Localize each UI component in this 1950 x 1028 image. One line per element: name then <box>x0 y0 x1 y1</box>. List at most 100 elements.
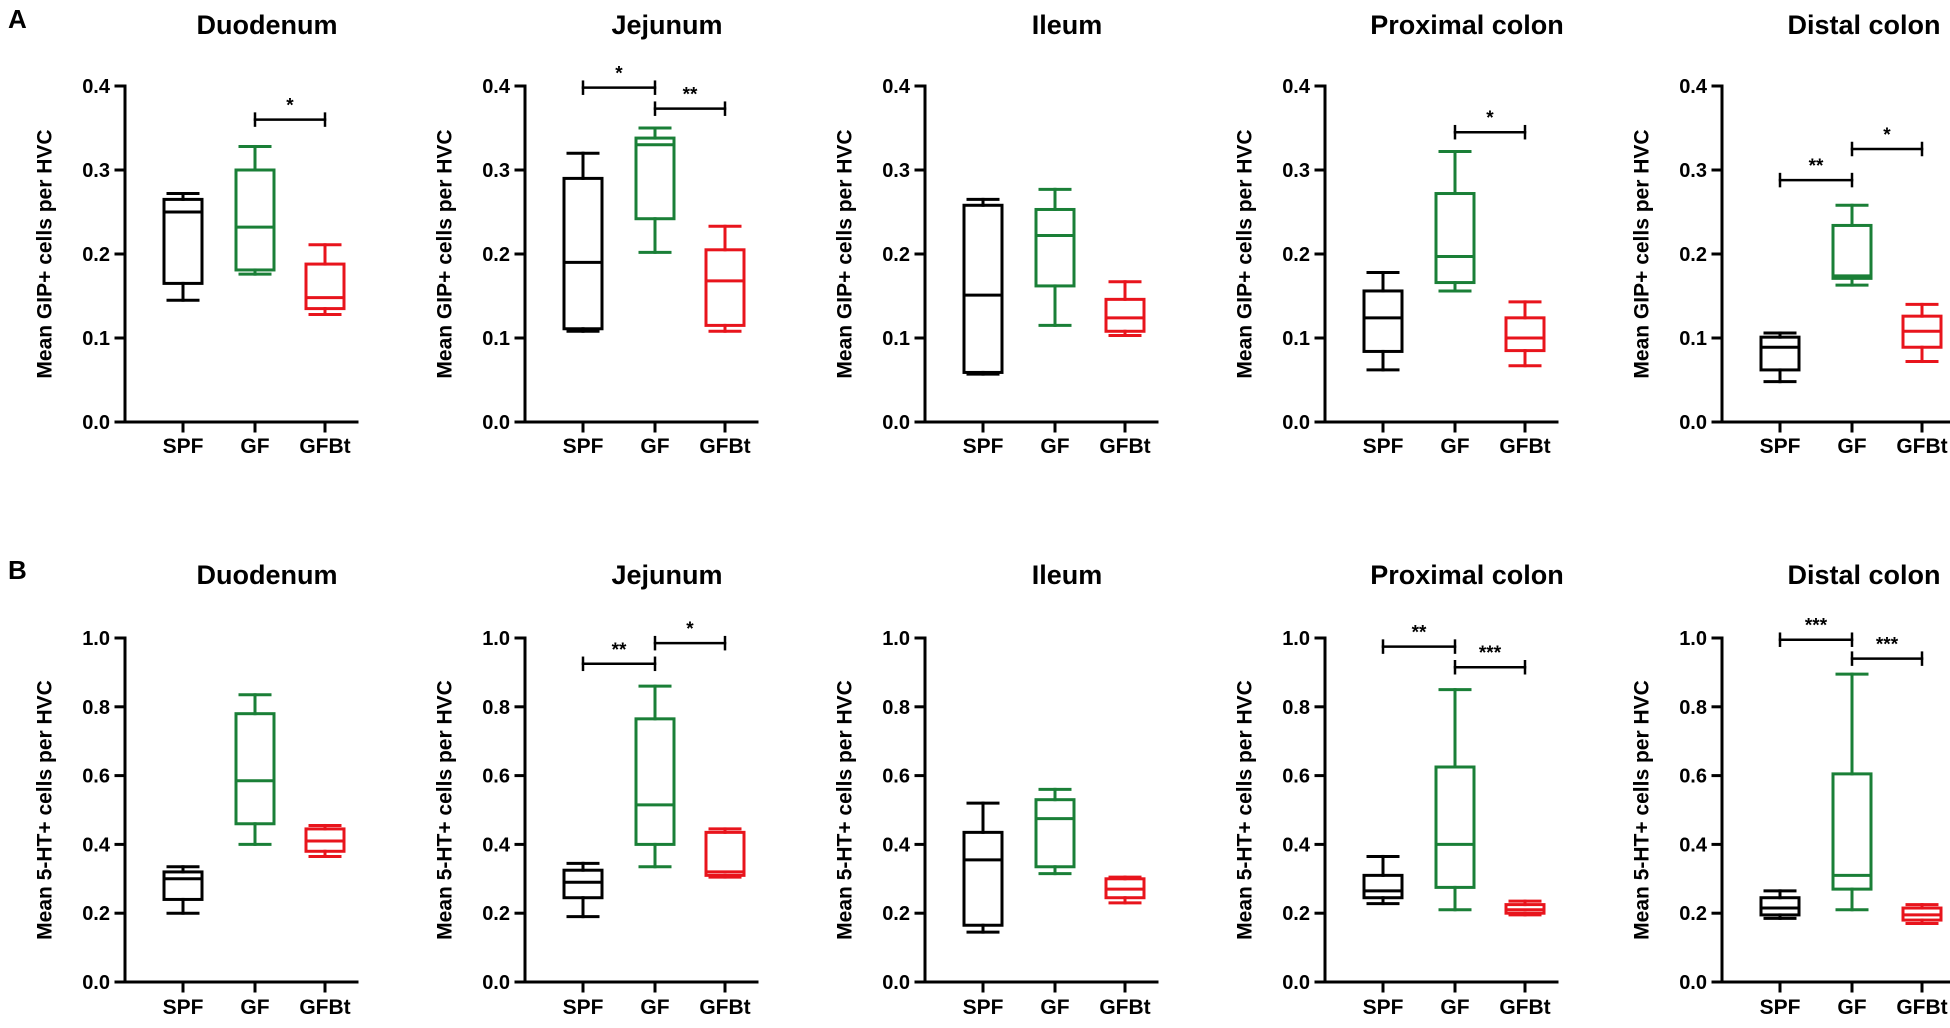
y-axis-label: Mean GIP+ cells per HVC <box>1234 129 1257 378</box>
y-tick-label: 0.3 <box>1282 160 1310 182</box>
y-tick-label: 0.4 <box>882 834 911 856</box>
box-gf <box>634 684 676 869</box>
x-category-label: GFBt <box>299 996 350 1019</box>
y-axis-label: Mean GIP+ cells per HVC <box>434 129 457 378</box>
y-tick-label: 0.0 <box>1679 972 1707 994</box>
y-tick-label: 0.2 <box>882 903 910 925</box>
box-gf <box>1434 150 1476 293</box>
box-spf <box>1362 854 1404 906</box>
x-category-label: GFBt <box>699 996 750 1019</box>
box-gfbt <box>1901 302 1943 364</box>
chart-title: Ileum <box>1032 560 1103 590</box>
box-iqr <box>1504 316 1546 353</box>
significance-bracket: * <box>1850 125 1924 157</box>
y-tick-label: 0.6 <box>1679 766 1707 788</box>
box-iqr <box>962 203 1004 374</box>
y-tick-label: 0.1 <box>1282 328 1310 350</box>
significance-label: ** <box>612 640 627 661</box>
y-tick-label: 0.0 <box>1679 412 1707 434</box>
x-category-label: GF <box>1440 435 1469 458</box>
chart-panel: B Duodenum Mean 5-HT+ cells per HVC 0.0 0.2 0… <box>8 555 359 1019</box>
x-category-label: SPF <box>163 435 204 458</box>
y-axis-label: Mean GIP+ cells per HVC <box>1631 129 1654 378</box>
box-iqr <box>162 197 204 285</box>
x-category-label: GFBt <box>1896 996 1947 1019</box>
significance-bracket: * <box>653 619 727 651</box>
x-category-label: GF <box>1440 996 1469 1019</box>
y-tick-label: 0.4 <box>1282 76 1311 98</box>
box-iqr <box>562 868 604 900</box>
y-tick-label: 0.0 <box>882 412 910 434</box>
y-tick-label: 0.0 <box>482 412 510 434</box>
box-iqr <box>1034 207 1076 288</box>
chart-title: Jejunum <box>611 560 722 590</box>
y-tick-label: 0.3 <box>1679 160 1707 182</box>
chart-title: Ileum <box>1032 10 1103 40</box>
box-gfbt <box>704 224 746 333</box>
y-tick-label: 0.4 <box>882 76 911 98</box>
chart-panel: Distal colon Mean 5-HT+ cells per HVC 0.0 0… <box>1631 560 1950 1019</box>
chart-title: Distal colon <box>1787 560 1940 590</box>
significance-bracket: *** <box>1453 643 1527 675</box>
significance-bracket: *** <box>1778 616 1854 647</box>
y-tick-label: 0.2 <box>1679 903 1707 925</box>
box-iqr <box>634 717 676 846</box>
y-tick-label: 0.4 <box>82 76 111 98</box>
y-tick-label: 0.0 <box>82 972 110 994</box>
y-tick-label: 0.4 <box>1679 834 1708 856</box>
x-category-label: GFBt <box>1099 996 1150 1019</box>
y-tick-label: 0.2 <box>82 244 110 266</box>
significance-label: *** <box>1479 643 1502 664</box>
box-iqr <box>704 248 746 327</box>
chart-panel: Jejunum Mean GIP+ cells per HVC 0.0 0.1 0.2 0… <box>434 10 759 458</box>
chart-title: Duodenum <box>197 560 338 590</box>
x-category-label: SPF <box>1760 435 1801 458</box>
x-category-label: GF <box>240 435 269 458</box>
chart-panel: Ileum Mean GIP+ cells per HVC 0.0 0.1 0.2 0.3… <box>834 10 1159 458</box>
y-tick-label: 0.1 <box>1679 328 1707 350</box>
box-gf <box>1034 787 1076 876</box>
x-category-label: GF <box>640 435 669 458</box>
box-iqr <box>1104 297 1146 333</box>
significance-label: ** <box>1412 623 1427 644</box>
chart-title: Proximal colon <box>1370 560 1564 590</box>
box-gf <box>234 144 276 276</box>
significance-label: ** <box>683 85 698 106</box>
y-axis-label: Mean 5-HT+ cells per HVC <box>1234 680 1257 940</box>
y-tick-label: 0.1 <box>882 328 910 350</box>
box-spf <box>562 861 604 919</box>
significance-bracket: * <box>581 64 657 95</box>
box-gf <box>1831 203 1873 287</box>
box-gf <box>1831 672 1873 912</box>
significance-bracket: ** <box>581 640 657 672</box>
box-iqr <box>1831 772 1873 891</box>
box-gfbt <box>1104 280 1146 337</box>
x-category-label: GFBt <box>299 435 350 458</box>
x-category-label: GF <box>1837 996 1866 1019</box>
y-tick-label: 0.0 <box>1282 972 1310 994</box>
x-category-label: GFBt <box>1099 435 1150 458</box>
box-gf <box>634 126 676 254</box>
box-spf <box>962 197 1004 376</box>
box-iqr <box>1831 223 1873 280</box>
box-iqr <box>1759 896 1801 917</box>
y-tick-label: 0.0 <box>1282 412 1310 434</box>
y-tick-label: 0.2 <box>482 244 510 266</box>
significance-bracket: * <box>253 96 327 127</box>
y-tick-label: 0.6 <box>882 766 910 788</box>
chart-panel: Jejunum Mean 5-HT+ cells per HVC 0.0 0.2 0.4… <box>434 560 759 1019</box>
y-tick-label: 0.6 <box>482 766 510 788</box>
box-spf <box>1759 889 1801 920</box>
box-gf <box>1034 187 1076 327</box>
significance-label: ** <box>1809 156 1824 177</box>
y-tick-label: 1.0 <box>1282 628 1310 650</box>
x-category-label: SPF <box>963 435 1004 458</box>
x-category-label: GF <box>1837 435 1866 458</box>
box-spf <box>162 192 204 302</box>
y-tick-label: 0.1 <box>482 328 510 350</box>
box-iqr <box>962 830 1004 927</box>
y-tick-label: 0.2 <box>82 903 110 925</box>
x-category-label: GF <box>1040 435 1069 458</box>
x-category-label: SPF <box>163 996 204 1019</box>
